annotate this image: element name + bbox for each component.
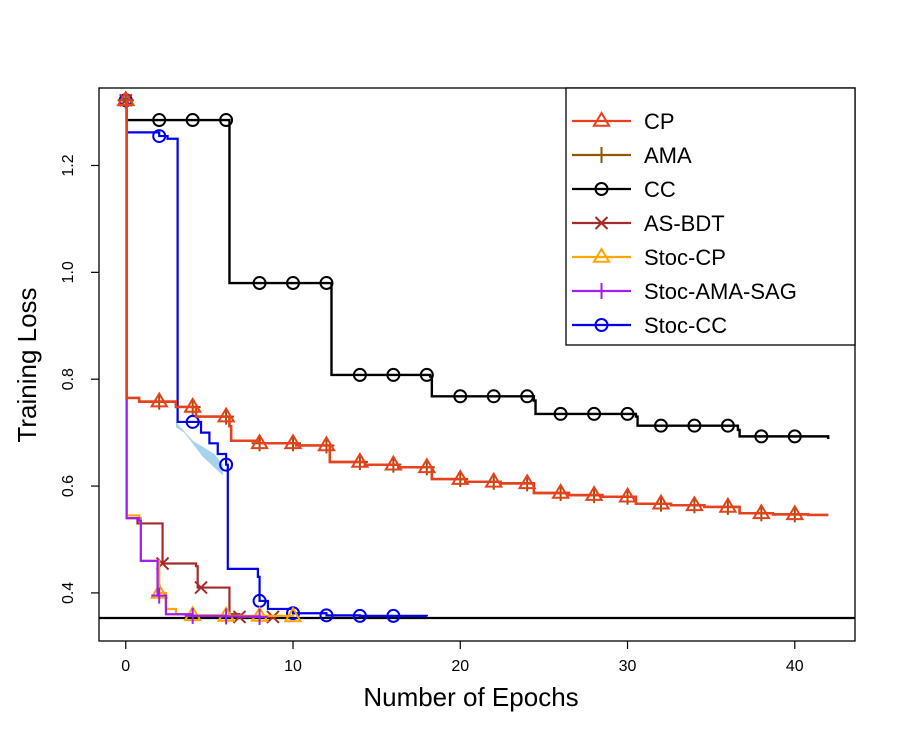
series-line-stoc-cc — [126, 100, 427, 616]
legend-label-ama: AMA — [644, 143, 692, 168]
legend-label-as-bdt: AS-BDT — [644, 211, 725, 236]
series-stoc-ama-sag — [118, 92, 268, 625]
legend-label-cp: CP — [644, 109, 675, 134]
stoc-cc-confidence-band — [176, 422, 223, 475]
data-point-stoc-ama-sag-3 — [218, 608, 234, 624]
y-tick-label: 1.2 — [60, 154, 77, 176]
series-line-stoc-ama-sag — [126, 100, 260, 617]
y-axis-label: Training Loss — [12, 287, 42, 442]
confidence-band-layer — [176, 422, 223, 475]
training-loss-chart: 0 10 20 30 40 0.4 0.6 0.8 1.0 1.2 Number of Epoch… — [0, 0, 900, 751]
x-tick-label: 0 — [121, 658, 130, 675]
legend: CP AMA CC AS-BDT Stoc-CP Stoc-AMA-SAG Stoc-CC — [566, 88, 855, 345]
legend-label-cc: CC — [644, 177, 676, 202]
legend-label-stoc-ama-sag: Stoc-AMA-SAG — [644, 279, 797, 304]
series-line-stoc-cp — [126, 100, 293, 616]
y-tick-label: 0.6 — [60, 475, 77, 497]
x-tick-label: 20 — [451, 658, 469, 675]
x-tick-label: 40 — [786, 658, 804, 675]
y-tick-label: 1.0 — [60, 261, 77, 283]
legend-label-stoc-cc: Stoc-CC — [644, 313, 727, 338]
series-line-as-bdt — [126, 100, 277, 617]
legend-label-stoc-cp: Stoc-CP — [644, 245, 726, 270]
x-tick-label: 30 — [619, 658, 637, 675]
series-stoc-cc — [120, 94, 427, 622]
x-tick-label: 10 — [284, 658, 302, 675]
y-tick-label: 0.8 — [60, 368, 77, 390]
series-as-bdt — [120, 94, 279, 623]
data-point-stoc-ama-sag-2 — [185, 608, 201, 624]
y-tick-label: 0.4 — [60, 582, 77, 604]
data-point-stoc-ama-sag-4 — [252, 609, 268, 625]
series-stoc-cp — [118, 92, 300, 621]
x-axis-label: Number of Epochs — [363, 682, 578, 712]
